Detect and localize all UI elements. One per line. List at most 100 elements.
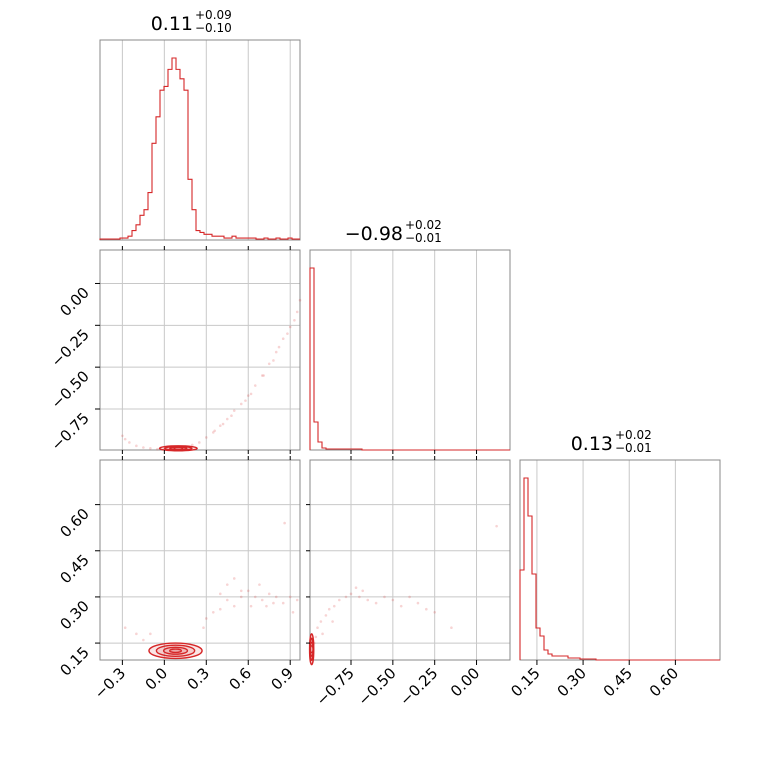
scatter-point	[121, 434, 124, 438]
scatter-point	[246, 394, 250, 397]
scatter-panel-2-0	[123, 521, 299, 660]
y-tick-label: −0.75	[48, 409, 93, 454]
scatter-point	[225, 583, 229, 586]
panel-0-0	[99, 39, 301, 241]
title-plus: +0.02	[405, 218, 442, 232]
scatter-point	[213, 429, 216, 433]
scatter-point	[225, 598, 229, 602]
scatter-point	[277, 345, 281, 349]
scatter-point	[291, 611, 295, 614]
scatter-point	[211, 611, 215, 614]
scatter-point	[204, 436, 208, 439]
scatter-point	[324, 614, 328, 617]
scatter-point	[361, 589, 365, 593]
scatter-point	[239, 595, 243, 599]
x-tick-label: 0.6	[225, 664, 255, 694]
panel-frame	[99, 459, 301, 661]
x-tick-label: 0.45	[600, 664, 636, 700]
scatter-point	[272, 359, 275, 362]
x-tick-label: 0.00	[447, 664, 483, 700]
scatter-point	[314, 635, 318, 639]
scatter-point	[202, 626, 205, 629]
scatter-point	[230, 414, 233, 417]
scatter-point	[249, 604, 253, 608]
scatter-point	[267, 592, 271, 596]
scatter-point	[244, 399, 247, 402]
title-value: 0.13	[571, 433, 613, 455]
scatter-point	[232, 577, 236, 580]
title-plus: +0.09	[195, 8, 232, 22]
scatter-point	[274, 350, 278, 354]
title-plus: +0.02	[615, 428, 652, 442]
scatter-point	[123, 437, 127, 441]
scatter-point	[495, 524, 498, 528]
scatter-point	[327, 607, 331, 611]
panel-2-0	[99, 459, 301, 661]
scatter-point	[295, 598, 299, 602]
title-value: −0.98	[345, 223, 403, 245]
scatter-point	[156, 447, 159, 451]
scatter-point	[225, 417, 229, 421]
panel-1-0	[99, 249, 301, 451]
scatter-panel-1-0	[121, 298, 302, 452]
scatter-point	[204, 617, 208, 620]
y-tick-label: 0.60	[56, 505, 92, 541]
x-tick-label: 0.15	[507, 664, 543, 700]
scatter-point	[218, 607, 222, 611]
scatter-panel-2-1	[308, 524, 498, 666]
scatter-point	[218, 592, 222, 596]
contour-level-3	[309, 645, 314, 654]
panel-frame	[309, 249, 511, 451]
scatter-point	[218, 424, 222, 428]
y-tick-label: 0.45	[56, 551, 92, 587]
scatter-point	[354, 586, 358, 589]
param-title-2: 0.13 +0.02−0.01	[571, 428, 652, 455]
x-tick-label: 0.3	[184, 664, 214, 694]
scatter-point	[262, 374, 265, 377]
scatter-point	[349, 592, 353, 596]
scatter-point	[249, 392, 253, 396]
scatter-point	[149, 632, 152, 636]
scatter-point	[253, 595, 257, 599]
scatter-point	[321, 632, 324, 636]
scatter-point	[332, 604, 336, 608]
contour-level-3	[173, 446, 184, 451]
param-title-1: −0.98 +0.02−0.01	[345, 218, 442, 245]
scatter-point	[239, 589, 243, 593]
scatter-point	[374, 601, 378, 605]
y-tick-label: 0.15	[56, 643, 92, 679]
x-tick-label: −0.75	[313, 664, 358, 709]
scatter-point	[258, 583, 261, 586]
scatter-point	[337, 598, 341, 602]
scatter-point	[260, 598, 264, 602]
title-minus: −0.01	[615, 441, 652, 455]
scatter-point	[272, 601, 275, 605]
scatter-point	[391, 598, 395, 602]
scatter-point	[433, 611, 436, 614]
y-tick-label: 0.30	[56, 597, 92, 633]
scatter-point	[286, 332, 289, 335]
scatter-point	[198, 441, 201, 444]
scatter-point	[265, 604, 268, 608]
scatter-point	[135, 444, 138, 448]
scatter-point	[331, 620, 334, 623]
contour-level-3	[168, 648, 183, 654]
scatter-point	[281, 337, 285, 341]
title-value: 0.11	[151, 13, 193, 35]
scatter-point	[128, 441, 131, 444]
histogram-2	[519, 477, 720, 661]
scatter-point	[288, 595, 292, 599]
scatter-point	[142, 638, 145, 642]
panel-frame	[99, 39, 301, 241]
scatter-point	[232, 409, 236, 412]
x-tick-label: 0.9	[267, 664, 297, 694]
panel-2-1	[309, 459, 511, 661]
scatter-point	[135, 632, 138, 636]
panel-frame	[99, 249, 301, 451]
scatter-point	[408, 595, 411, 599]
scatter-point	[425, 607, 428, 611]
param-title-0: 0.11 +0.09−0.10	[151, 8, 232, 35]
scatter-point	[260, 374, 264, 377]
scatter-point	[298, 298, 302, 302]
